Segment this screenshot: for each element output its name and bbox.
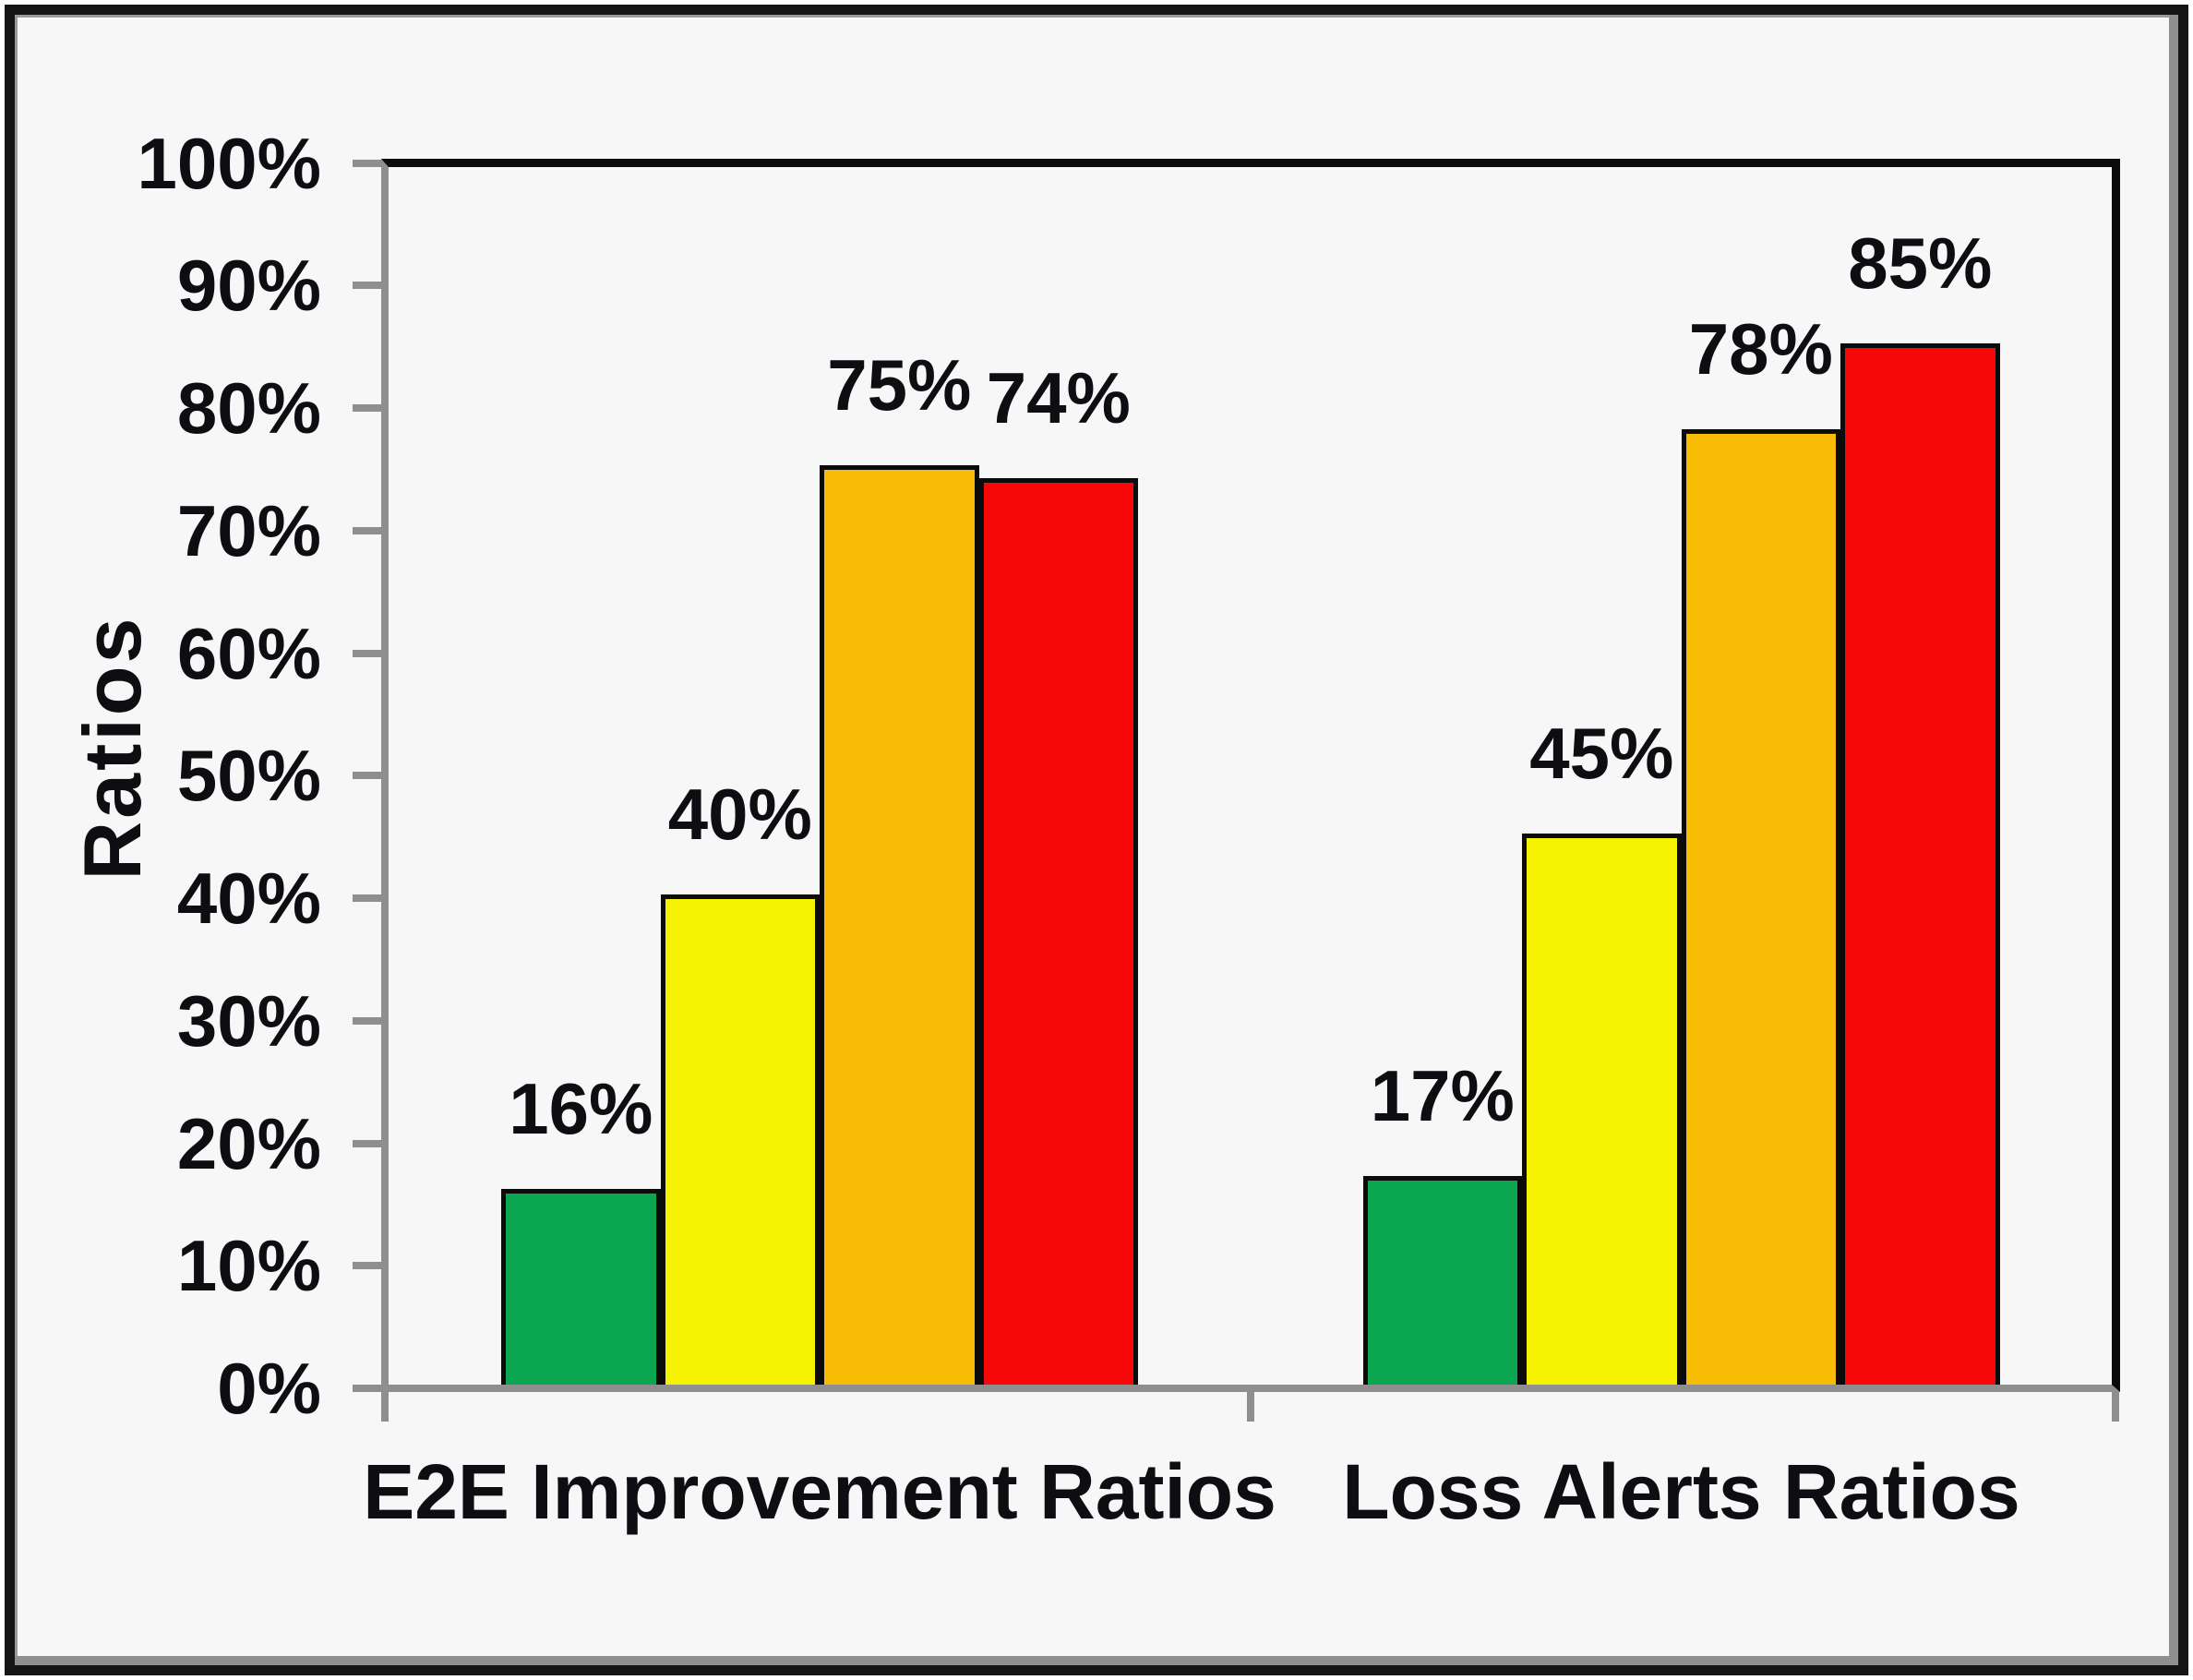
bar-green-category-1	[501, 1189, 661, 1385]
plot-area	[381, 159, 2120, 1392]
y-tick-label: 30%	[176, 979, 321, 1062]
data-label: 17%	[1370, 1055, 1515, 1137]
bar-orange-category-1	[820, 465, 979, 1385]
y-tick-10%	[353, 1262, 381, 1270]
y-tick-90%	[353, 282, 381, 290]
y-tick-label: 100%	[137, 122, 322, 204]
category-tick-1	[1247, 1392, 1254, 1422]
y-tick-label: 90%	[176, 245, 321, 327]
data-label: 85%	[1848, 222, 1993, 304]
y-tick-50%	[353, 772, 381, 780]
bar-red-category-2	[1840, 343, 2000, 1385]
y-tick-label: 50%	[176, 735, 321, 817]
category-label-1: E2E Improvement Ratios	[363, 1448, 1276, 1535]
y-tick-80%	[353, 404, 381, 412]
bar-red-category-1	[978, 478, 1138, 1385]
bar-yellow-category-1	[660, 894, 820, 1385]
y-tick-label: 80%	[176, 367, 321, 449]
y-tick-40%	[353, 894, 381, 902]
y-tick-label: 20%	[176, 1102, 321, 1184]
bar-yellow-category-2	[1522, 834, 1682, 1385]
y-tick-30%	[353, 1016, 381, 1025]
y-tick-label: 40%	[176, 858, 321, 939]
y-tick-label: 10%	[176, 1225, 321, 1307]
data-label: 78%	[1688, 307, 1833, 390]
data-label: 45%	[1529, 712, 1674, 794]
category-tick-2	[2112, 1392, 2119, 1422]
data-label: 40%	[667, 774, 812, 855]
y-tick-70%	[353, 526, 381, 534]
y-tick-label: 70%	[176, 489, 321, 571]
category-tick-0	[381, 1392, 389, 1422]
y-tick-100%	[353, 159, 381, 167]
y-tick-20%	[353, 1139, 381, 1147]
category-label-2: Loss Alerts Ratios	[1342, 1448, 2020, 1535]
bar-orange-category-2	[1681, 429, 1840, 1385]
y-tick-0%	[353, 1385, 381, 1392]
data-label: 74%	[986, 356, 1131, 438]
data-label: 16%	[509, 1067, 653, 1149]
y-tick-60%	[353, 649, 381, 657]
bar-green-category-2	[1362, 1176, 1522, 1385]
data-label: 75%	[827, 344, 972, 426]
y-tick-label: 60%	[176, 612, 321, 694]
y-tick-label: 0%	[217, 1348, 321, 1429]
